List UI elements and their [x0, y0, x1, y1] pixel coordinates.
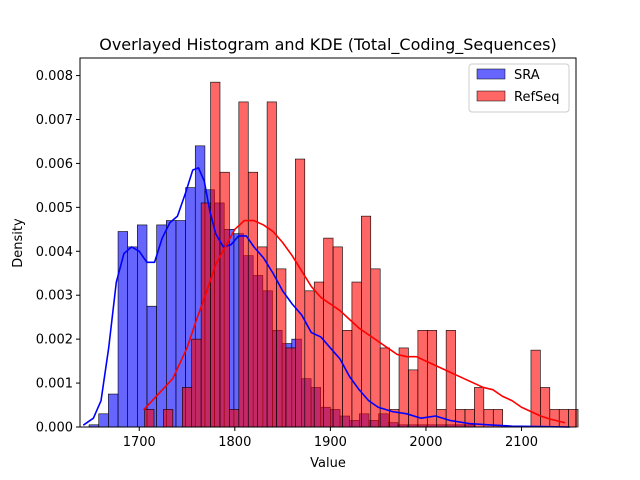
hist-bar-refseq [229, 409, 240, 428]
chart-title: Overlayed Histogram and KDE (Total_Codin… [99, 35, 557, 55]
hist-bar-refseq [379, 347, 390, 428]
hist-bar-refseq [257, 246, 268, 428]
x-tick-label: 1900 [314, 435, 347, 450]
x-tick-label: 2000 [409, 435, 442, 450]
hist-bar-refseq [351, 281, 362, 428]
hist-bar-sra [146, 305, 157, 428]
kde-line-refseq [143, 219, 566, 424]
hist-bar-refseq [191, 338, 202, 428]
hist-bar-refseq [238, 101, 249, 428]
legend-swatch-refseq [476, 90, 506, 102]
hist-bar-refseq [210, 81, 221, 428]
hist-bar-refseq [558, 409, 569, 428]
hist-bar-refseq [474, 387, 485, 428]
y-tick-label: 0.004 [36, 245, 73, 260]
hist-bar-refseq [313, 281, 324, 428]
hist-bar-sra [117, 231, 128, 428]
hist-bar-refseq [568, 409, 579, 428]
hist-bar-refseq [445, 330, 456, 428]
legend-label-refseq: RefSeq [514, 90, 560, 105]
y-tick-label: 0.003 [36, 289, 73, 304]
x-tick-label: 1700 [123, 435, 156, 450]
hist-bar-refseq [408, 369, 419, 428]
hist-bar-refseq [163, 409, 174, 428]
x-axis-label: Value [310, 456, 346, 471]
hist-bar-refseq [323, 237, 334, 428]
legend-label-sra: SRA [514, 68, 540, 83]
x-axis-ticks: 1700 1800 1900 2000 2100 [123, 427, 538, 450]
y-tick-label: 0.000 [36, 421, 73, 436]
y-tick-label: 0.008 [36, 69, 73, 84]
y-axis-label: Density [11, 218, 26, 268]
x-tick-label: 2100 [505, 435, 538, 450]
hist-bar-refseq [144, 409, 155, 428]
hist-bar-refseq [285, 347, 296, 428]
plot-frame [79, 57, 577, 428]
hist-bar-refseq [247, 171, 258, 428]
hist-bar-refseq [200, 202, 211, 428]
y-tick-label: 0.006 [36, 157, 73, 172]
kde-curves [83, 167, 571, 428]
hist-bar-refseq [417, 330, 428, 428]
x-tick-label: 1800 [218, 435, 251, 450]
hist-bar-refseq [182, 387, 193, 428]
hist-bar-refseq [426, 330, 438, 428]
hist-bar-refseq [219, 171, 230, 428]
hist-bar-sra [98, 413, 109, 428]
hist-bar-sra [127, 246, 138, 428]
hist-bar-sra [108, 393, 119, 428]
hist-bar-refseq [398, 347, 409, 428]
y-axis-ticks: 0.000 0.001 0.002 0.003 0.004 0.005 0.006 0.007… [36, 69, 80, 436]
hist-bar-refseq [304, 290, 315, 428]
legend-swatch-sra [476, 68, 506, 80]
hist-bar-sra [166, 220, 177, 428]
hist-bar-refseq [295, 158, 306, 428]
hist-bar-refseq [455, 409, 466, 428]
hist-bar-sra [156, 224, 167, 428]
y-tick-label: 0.001 [36, 377, 73, 392]
kde-line-sra [83, 167, 571, 428]
hist-bar-refseq [361, 215, 372, 428]
legend: SRA RefSeq [468, 63, 570, 113]
hist-bar-refseq [332, 246, 343, 428]
hist-bar-refseq [540, 387, 551, 428]
y-tick-label: 0.005 [36, 201, 73, 216]
y-tick-label: 0.007 [36, 113, 73, 128]
y-tick-label: 0.002 [36, 333, 73, 348]
hist-bar-refseq [549, 409, 560, 428]
